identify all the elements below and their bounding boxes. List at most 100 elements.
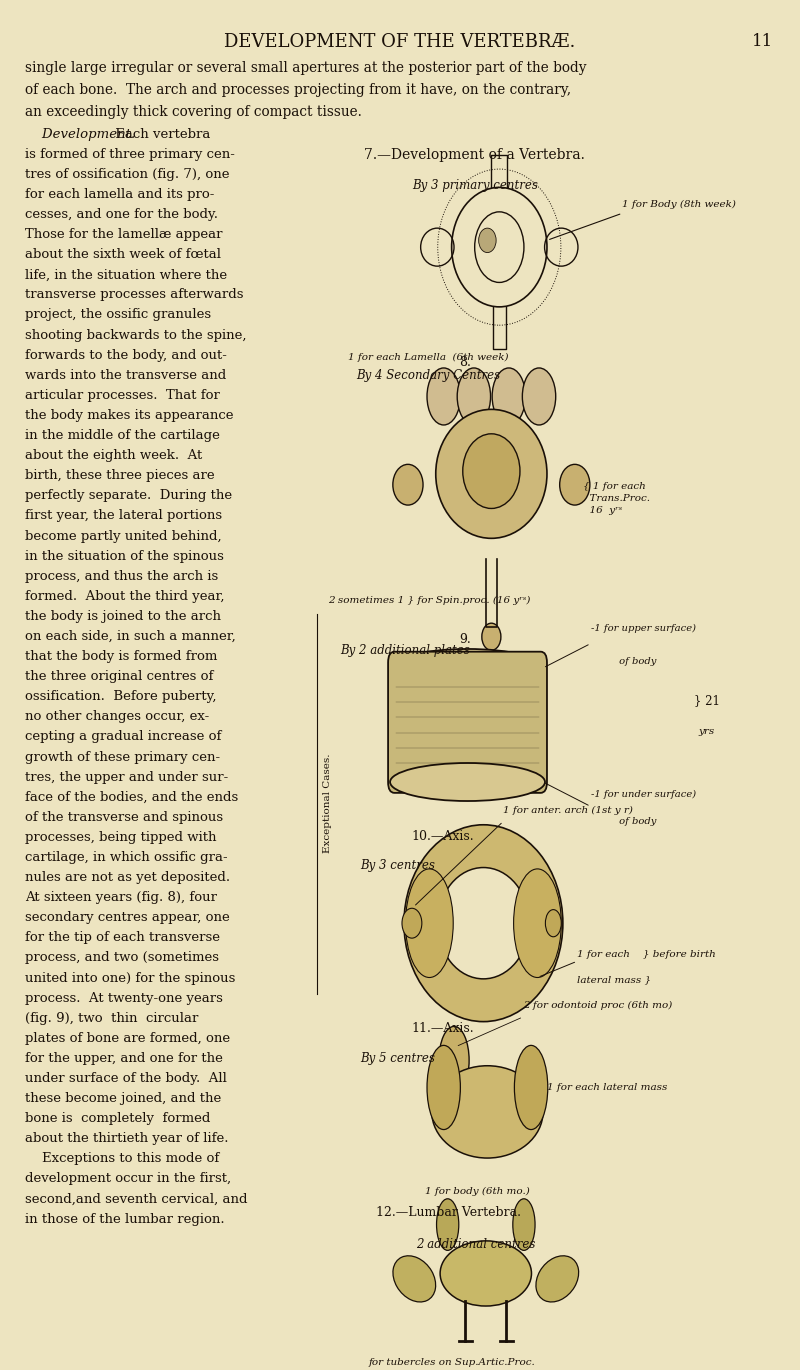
Text: cesses, and one for the body.: cesses, and one for the body. [25, 208, 218, 221]
Text: 2 for odontoid proc (6th mo): 2 for odontoid proc (6th mo) [523, 1001, 672, 1010]
Text: 1 for Body (8th week): 1 for Body (8th week) [622, 200, 736, 210]
Text: in those of the lumbar region.: in those of the lumbar region. [25, 1212, 225, 1226]
Text: secondary centres appear, one: secondary centres appear, one [25, 911, 230, 925]
Text: 2 additional centres: 2 additional centres [416, 1238, 535, 1251]
Text: ossification.  Before puberty,: ossification. Before puberty, [25, 690, 217, 703]
Text: -1 for under surface): -1 for under surface) [590, 790, 696, 799]
Text: of body: of body [590, 818, 656, 826]
Text: forwards to the body, and out-: forwards to the body, and out- [25, 349, 227, 362]
Text: yrs: yrs [698, 727, 715, 736]
Text: By 3 centres: By 3 centres [360, 859, 435, 873]
Text: 11.—Axis.: 11.—Axis. [412, 1022, 474, 1036]
Text: the body makes its appearance: the body makes its appearance [25, 410, 234, 422]
Text: growth of these primary cen-: growth of these primary cen- [25, 751, 220, 763]
Ellipse shape [427, 369, 460, 425]
Text: the body is joined to the arch: the body is joined to the arch [25, 610, 221, 623]
Text: for tubercles on Sup.Artic.Proc.: for tubercles on Sup.Artic.Proc. [368, 1358, 535, 1367]
Text: Development.: Development. [25, 127, 135, 141]
Text: is formed of three primary cen-: is formed of three primary cen- [25, 148, 235, 160]
Text: (fig. 9), two  thin  circular: (fig. 9), two thin circular [25, 1011, 198, 1025]
Text: 11: 11 [752, 33, 774, 49]
Ellipse shape [478, 229, 496, 252]
Ellipse shape [427, 1045, 460, 1129]
Text: united into one) for the spinous: united into one) for the spinous [25, 971, 235, 985]
Text: 1 for each    } before birth: 1 for each } before birth [577, 951, 716, 959]
Text: perfectly separate.  During the: perfectly separate. During the [25, 489, 232, 503]
Text: DEVELOPMENT OF THE VERTEBRÆ.: DEVELOPMENT OF THE VERTEBRÆ. [224, 33, 576, 51]
Text: process, and two (sometimes: process, and two (sometimes [25, 951, 219, 964]
Text: Those for the lamellæ appear: Those for the lamellæ appear [25, 229, 222, 241]
Ellipse shape [536, 1256, 578, 1301]
Text: for the upper, and one for the: for the upper, and one for the [25, 1052, 223, 1064]
Text: -1 for upper surface): -1 for upper surface) [590, 623, 696, 633]
Ellipse shape [432, 1066, 543, 1158]
Text: Each vertebra: Each vertebra [111, 127, 210, 141]
Text: shooting backwards to the spine,: shooting backwards to the spine, [25, 329, 246, 341]
Text: for each lamella and its pro-: for each lamella and its pro- [25, 188, 214, 201]
Ellipse shape [436, 410, 547, 538]
Text: 1 for each Lamella  (6th week): 1 for each Lamella (6th week) [348, 353, 509, 362]
Text: an exceedingly thick covering of compact tissue.: an exceedingly thick covering of compact… [25, 104, 362, 119]
Text: for the tip of each transverse: for the tip of each transverse [25, 932, 220, 944]
Text: Exceptions to this mode of: Exceptions to this mode of [25, 1152, 219, 1166]
Text: By 4 Secondary Centres: By 4 Secondary Centres [356, 370, 501, 382]
Text: 9.: 9. [459, 633, 471, 645]
Text: cepting a gradual increase of: cepting a gradual increase of [25, 730, 222, 744]
Text: wards into the transverse and: wards into the transverse and [25, 369, 226, 382]
Text: By 2 additional plates: By 2 additional plates [341, 644, 470, 656]
Text: development occur in the first,: development occur in the first, [25, 1173, 231, 1185]
Text: single large irregular or several small apertures at the posterior part of the b: single large irregular or several small … [25, 62, 586, 75]
Ellipse shape [390, 649, 545, 686]
Text: about the thirtieth year of life.: about the thirtieth year of life. [25, 1132, 229, 1145]
Text: in the middle of the cartilage: in the middle of the cartilage [25, 429, 220, 443]
Text: At sixteen years (fig. 8), four: At sixteen years (fig. 8), four [25, 890, 217, 904]
Ellipse shape [462, 434, 520, 508]
Ellipse shape [393, 464, 423, 506]
Text: project, the ossific granules: project, the ossific granules [25, 308, 211, 322]
Text: plates of bone are formed, one: plates of bone are formed, one [25, 1032, 230, 1045]
Text: process.  At twenty-one years: process. At twenty-one years [25, 992, 223, 1004]
Text: 10.—Axis.: 10.—Axis. [412, 829, 474, 843]
Text: become partly united behind,: become partly united behind, [25, 530, 222, 543]
Text: bone is  completely  formed: bone is completely formed [25, 1112, 210, 1125]
Ellipse shape [438, 867, 529, 978]
Text: { 1 for each
  Trans.Proc.
  16  yʳˢ: { 1 for each Trans.Proc. 16 yʳˢ [582, 482, 650, 515]
Text: under surface of the body.  All: under surface of the body. All [25, 1071, 227, 1085]
Text: 1 for body (6th mo.): 1 for body (6th mo.) [426, 1186, 530, 1196]
Text: By 5 centres: By 5 centres [360, 1052, 435, 1064]
Ellipse shape [437, 1199, 458, 1251]
Text: Exceptional Cases.: Exceptional Cases. [323, 754, 332, 854]
Ellipse shape [390, 763, 545, 801]
Text: about the eighth week.  At: about the eighth week. At [25, 449, 202, 462]
Ellipse shape [402, 908, 422, 938]
Ellipse shape [546, 910, 562, 937]
Text: of body: of body [590, 658, 656, 666]
Text: process, and thus the arch is: process, and thus the arch is [25, 570, 218, 582]
Text: of the transverse and spinous: of the transverse and spinous [25, 811, 223, 823]
Text: cartilage, in which ossific gra-: cartilage, in which ossific gra- [25, 851, 228, 864]
Text: life, in the situation where the: life, in the situation where the [25, 269, 227, 281]
Text: tres of ossification (fig. 7), one: tres of ossification (fig. 7), one [25, 169, 230, 181]
Text: formed.  About the third year,: formed. About the third year, [25, 589, 225, 603]
Ellipse shape [482, 623, 501, 651]
Text: } 21: } 21 [694, 695, 720, 707]
Text: 1 for anter. arch (1st y r): 1 for anter. arch (1st y r) [503, 806, 633, 815]
Text: on each side, in such a manner,: on each side, in such a manner, [25, 630, 236, 643]
Ellipse shape [514, 1045, 548, 1129]
Text: nules are not as yet deposited.: nules are not as yet deposited. [25, 871, 230, 884]
Text: these become joined, and the: these become joined, and the [25, 1092, 222, 1106]
Text: tres, the upper and under sur-: tres, the upper and under sur- [25, 770, 228, 784]
Text: processes, being tipped with: processes, being tipped with [25, 830, 217, 844]
Text: the three original centres of: the three original centres of [25, 670, 214, 684]
Text: about the sixth week of fœtal: about the sixth week of fœtal [25, 248, 221, 262]
Text: that the body is formed from: that the body is formed from [25, 649, 218, 663]
Ellipse shape [440, 1241, 531, 1306]
Text: 2 sometimes 1 } for Spin.proc. (16 yʳˢ): 2 sometimes 1 } for Spin.proc. (16 yʳˢ) [329, 596, 531, 606]
Text: first year, the lateral portions: first year, the lateral portions [25, 510, 222, 522]
Text: in the situation of the spinous: in the situation of the spinous [25, 549, 224, 563]
Ellipse shape [393, 1256, 436, 1301]
Ellipse shape [458, 369, 490, 425]
Text: articular processes.  That for: articular processes. That for [25, 389, 220, 401]
Text: 8.: 8. [459, 356, 471, 369]
Ellipse shape [406, 869, 454, 978]
